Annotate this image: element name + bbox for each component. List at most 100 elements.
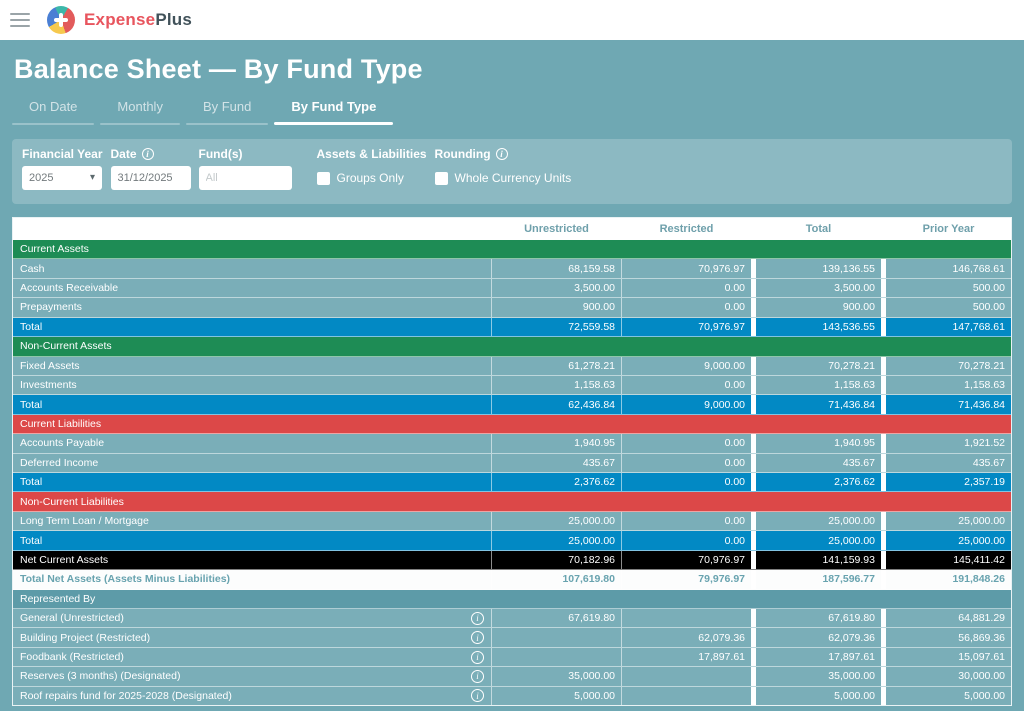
row-label-cell: Prepayments — [13, 298, 491, 316]
row-label-cell: Accounts Receivable — [13, 279, 491, 297]
value-cell: 70,976.97 — [621, 259, 751, 278]
value-cell: 70,976.97 — [621, 550, 751, 570]
info-icon[interactable]: i — [495, 148, 508, 160]
row-label: Total Net Assets (Assets Minus Liabiliti… — [20, 573, 231, 586]
info-icon[interactable]: i — [471, 689, 484, 703]
table-row-non-current-liabilities: Non-Current Liabilities — [13, 492, 1011, 512]
balance-table: Unrestricted Restricted Total Prior Year Cur… — [12, 217, 1012, 706]
row-label: Total — [20, 398, 43, 411]
value-cell: 435.67 — [751, 453, 881, 473]
table-row-total-net-assets-assets-minus-liabilities: Total Net Assets (Assets Minus Liabiliti… — [13, 570, 1011, 590]
value-cell: 71,436.84 — [881, 395, 1011, 414]
row-label-cell: Net Current Assets — [13, 551, 491, 569]
table-row-foodbank-restricted: Foodbank (Restricted) i 17,897.61 17,897.61… — [13, 647, 1011, 668]
value-cell: 141,159.93 — [751, 550, 881, 570]
table-row-accounts-receivable: Accounts Receivable 3,500.00 0.00 3,500.00 5… — [13, 278, 1011, 299]
table-row-long-term-loan-mortgage: Long Term Loan / Mortgage 25,000.00 0.00 25… — [13, 511, 1011, 532]
info-icon[interactable]: i — [471, 650, 484, 664]
table-row-net-current-assets: Net Current Assets 70,182.96 70,976.97 141,… — [13, 550, 1011, 571]
row-label: Building Project (Restricted) — [20, 631, 151, 644]
value-cell: 5,000.00 — [751, 686, 881, 706]
row-label-cell: Foodbank (Restricted) i — [13, 648, 491, 666]
row-label-cell: Total Net Assets (Assets Minus Liabiliti… — [13, 570, 491, 588]
funds-group: Fund(s) — [198, 147, 292, 190]
value-cell: 25,000.00 — [881, 531, 1011, 550]
table-row-total: Total 62,436.84 9,000.00 71,436.84 71,436.84 — [13, 395, 1011, 415]
funds-input[interactable] — [198, 166, 292, 190]
table-row-reserves-3-months-designated: Reserves (3 months) (Designated) i 35,000.… — [13, 667, 1011, 687]
row-label-cell: Reserves (3 months) (Designated) i — [13, 667, 491, 685]
value-cell: 5,000.00 — [491, 686, 621, 706]
value-cell: 0.00 — [621, 473, 751, 492]
value-cell: 1,158.63 — [751, 375, 881, 395]
rounding-label: Rounding i — [435, 147, 572, 161]
rounding-group: Rounding i Whole Currency Units — [434, 147, 572, 190]
value-cell — [491, 647, 621, 667]
tab-on-date[interactable]: On Date — [12, 96, 95, 125]
table-row-cash: Cash 68,159.58 70,976.97 139,136.55 146,768.… — [13, 259, 1011, 279]
info-icon[interactable]: i — [141, 148, 154, 160]
row-label: General (Unrestricted) — [20, 612, 124, 625]
value-cell: 1,158.63 — [881, 375, 1011, 395]
value-cell: 1,940.95 — [491, 434, 621, 453]
info-icon[interactable]: i — [471, 611, 484, 625]
row-label-cell: Cash — [13, 259, 491, 277]
financial-year-label: Financial Year — [22, 147, 103, 161]
table-row-prepayments: Prepayments 900.00 0.00 900.00 500.00 — [13, 298, 1011, 318]
row-label-cell: Accounts Payable — [13, 434, 491, 452]
row-label: Accounts Receivable — [20, 282, 119, 295]
row-label: Accounts Payable — [20, 437, 105, 450]
tab-by-fund[interactable]: By Fund — [185, 96, 269, 125]
column-header-restricted: Restricted — [621, 218, 751, 239]
row-label: Fixed Assets — [20, 359, 80, 372]
filter-panel: Financial Year 2025 ▾ Date i Fund(s) Ass… — [12, 139, 1012, 204]
row-label: Deferred Income — [20, 456, 99, 469]
row-label: Roof repairs fund for 2025-2028 (Designa… — [20, 689, 232, 702]
column-header-total: Total — [751, 218, 881, 239]
groups-only-checkbox[interactable] — [316, 171, 330, 185]
info-icon[interactable]: i — [471, 669, 484, 683]
financial-year-group: Financial Year 2025 ▾ — [22, 147, 103, 190]
tab-by-fund-type[interactable]: By Fund Type — [274, 96, 394, 125]
value-cell: 0.00 — [621, 278, 751, 298]
value-cell: 187,596.77 — [751, 570, 881, 589]
assets-liabilities-label: Assets & Liabilities — [316, 147, 427, 161]
brand-secondary: Plus — [155, 10, 193, 29]
value-cell: 500.00 — [881, 298, 1011, 317]
value-cell: 70,278.21 — [881, 356, 1011, 375]
value-cell: 435.67 — [881, 453, 1011, 473]
page-body: Balance Sheet — By Fund Type On Date Mont… — [0, 40, 1024, 711]
row-label: Investments — [20, 379, 77, 392]
tab-monthly[interactable]: Monthly — [100, 96, 180, 125]
value-cell: 1,940.95 — [751, 434, 881, 453]
date-input[interactable] — [110, 166, 191, 190]
expenseplus-logo-icon — [47, 6, 75, 34]
value-cell: 1,921.52 — [881, 434, 1011, 453]
value-cell: 62,436.84 — [491, 395, 621, 414]
row-label-cell: Total — [13, 318, 491, 336]
row-label: Cash — [20, 262, 45, 275]
value-cell: 25,000.00 — [491, 511, 621, 531]
value-cell: 35,000.00 — [491, 667, 621, 686]
row-label-cell: Deferred Income — [13, 454, 491, 472]
table-header-row: Unrestricted Restricted Total Prior Year — [13, 218, 1011, 240]
info-icon[interactable]: i — [471, 631, 484, 645]
row-label-cell: Investments — [13, 376, 491, 394]
table-row-total: Total 2,376.62 0.00 2,376.62 2,357.19 — [13, 473, 1011, 493]
value-cell: 9,000.00 — [621, 395, 751, 414]
value-cell: 107,619.80 — [491, 570, 621, 589]
row-label-cell: Total — [13, 395, 491, 413]
value-cell: 3,500.00 — [751, 278, 881, 298]
assets-liabilities-group: Assets & Liabilities Groups Only — [316, 147, 427, 190]
section-label: Current Assets — [20, 243, 89, 256]
value-cell: 70,278.21 — [751, 356, 881, 375]
financial-year-select[interactable]: 2025 ▾ — [22, 166, 102, 190]
hamburger-menu-icon[interactable] — [10, 13, 30, 27]
value-cell: 0.00 — [621, 531, 751, 550]
value-cell: 5,000.00 — [881, 686, 1011, 706]
value-cell: 900.00 — [751, 298, 881, 317]
whole-currency-checkbox[interactable] — [434, 171, 448, 185]
table-row-total: Total 72,559.58 70,976.97 143,536.55 147,768… — [13, 317, 1011, 338]
table-row-general-unrestricted: General (Unrestricted) i 67,619.80 67,619.8… — [13, 609, 1011, 629]
groups-only-label: Groups Only — [336, 171, 404, 185]
